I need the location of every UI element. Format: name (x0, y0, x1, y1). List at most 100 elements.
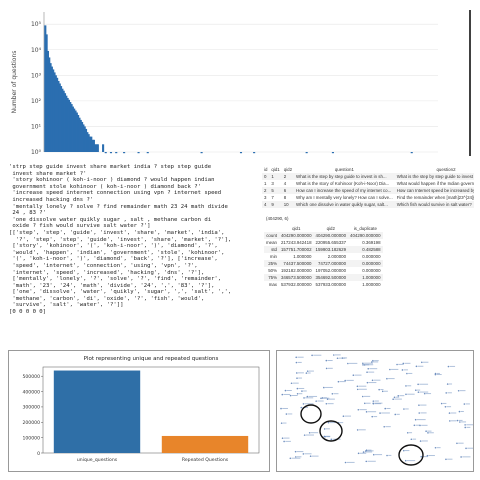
code-line: ['story', 'kohinoor', '(', 'koh-i-noor',… (9, 243, 218, 250)
scatter-point-label (317, 400, 324, 402)
scatter-point-label (374, 400, 379, 402)
table-cell: 1 (269, 173, 282, 180)
scatter-point (365, 411, 368, 413)
scatter-point (341, 357, 344, 359)
scatter-point (403, 408, 405, 410)
scatter-point-label (323, 397, 327, 399)
table-cell: 74437.500000 (278, 260, 314, 267)
table-cell: 25% (264, 260, 279, 267)
table-cell: 3 (271, 181, 274, 186)
table-cell: 537932.000000 (280, 282, 312, 287)
scatter-point-label (381, 412, 390, 414)
table-cell: 0.000000 (348, 260, 383, 267)
histogram-bar (115, 152, 118, 154)
histogram-bar (84, 128, 88, 152)
table-cell: 9 (269, 201, 282, 208)
scatter-point-label (327, 360, 333, 362)
histogram-bar (62, 90, 65, 152)
scatter-point-label (380, 389, 384, 391)
scatter-point-label (460, 410, 464, 412)
scatter-point (325, 359, 328, 362)
histogram-bar (91, 139, 94, 152)
scatter-point (371, 379, 374, 382)
histogram-bar (60, 86, 63, 152)
scatter-point (444, 405, 447, 408)
scatter-point-label (291, 394, 298, 396)
scatter-point-label (447, 458, 453, 460)
scatter-point-label (310, 432, 319, 434)
histogram-bar (123, 152, 126, 154)
scatter-point-label (403, 369, 408, 371)
scatter-point (371, 361, 373, 363)
table-row: 25% 74437.500000 74727.000000 0.000000 (264, 260, 383, 267)
scatter-point (394, 413, 397, 416)
histogram-bar (239, 152, 243, 154)
scatter-point-label (333, 393, 339, 395)
table-cell: 220955.655337 (315, 240, 347, 245)
scatter-point (389, 368, 391, 371)
histogram-bar (67, 99, 71, 152)
scatter-point (296, 392, 299, 395)
scatter-point-label (334, 354, 341, 356)
scatter-point (342, 415, 345, 418)
scatter-point-label (369, 368, 378, 370)
code-line: 'story kohinoor ( koh-i-noor ) diamond ?… (9, 177, 215, 184)
code-line: ['mentally', 'lonely', '?', 'solve', '?'… (9, 276, 222, 283)
code-line: oxide ? fish would survive salt water ?'… (9, 223, 151, 230)
scatter-point (449, 420, 451, 422)
unique-repeated-bar-chart: Plot representing unique and repeated qu… (22, 356, 260, 463)
table-cell: How can Internet speed be increased by h… (394, 187, 474, 194)
scatter-point-label (346, 461, 355, 463)
histogram-bar (95, 144, 98, 152)
scatter-point-label (388, 454, 392, 456)
scatter-point (413, 424, 416, 427)
scatter-point (423, 392, 426, 395)
table-row: 1 3 4 What is the story of Kohinoor (Koh-i-… (262, 180, 474, 187)
scatter-point-label (325, 428, 330, 430)
scatter-point-label (429, 432, 434, 434)
scatter-point (393, 396, 396, 399)
table-cell: 2 (281, 173, 295, 180)
histogram-bar (45, 34, 48, 152)
scatter-point-label (358, 385, 367, 387)
code-line: 'increase speed internet connection usin… (9, 190, 222, 197)
scatter-point (464, 426, 467, 429)
scatter-point (371, 415, 374, 418)
scatter-point (419, 440, 422, 442)
table-header-row: qid1 qid2 is_duplicate (264, 225, 383, 232)
table-cell: 0.369198 (362, 240, 381, 245)
scatter-point-label (388, 378, 395, 380)
histogram-bar (109, 152, 113, 154)
scatter-point-label (305, 397, 314, 399)
histogram-bar (104, 152, 107, 154)
histogram-bar (69, 102, 72, 152)
scatter-point (295, 456, 297, 458)
scatter-point (372, 359, 374, 362)
scatter-point (285, 413, 288, 415)
table-row: count 404290.000000 404290.000000 404290.00… (264, 232, 383, 239)
scatter-point-label (449, 365, 456, 367)
scatter-point (326, 398, 329, 401)
code-output-panel: 'strp step guide invest share market ind… (6, 162, 260, 344)
scatter-point-label (417, 365, 424, 367)
scatter-point-label (308, 370, 314, 372)
table-cell: 537933.000000 (315, 282, 347, 287)
scatter-point (336, 357, 339, 360)
scatter-point (311, 354, 313, 357)
scatter-point-label (344, 415, 352, 417)
y-tick-label: 200000 (22, 420, 40, 426)
table-cell: 7 (271, 195, 274, 200)
scatter-point-label (442, 402, 447, 404)
scatter-point-label (366, 402, 371, 404)
scatter-point (300, 406, 303, 409)
scatter-point (465, 447, 467, 450)
scatter-point-label (373, 361, 379, 363)
scatter-point-label (466, 426, 471, 428)
scatter-point-label (328, 398, 335, 400)
scatter-point (367, 367, 370, 370)
scatter-point (402, 362, 405, 365)
scatter-point (447, 365, 450, 368)
histogram-bar (78, 117, 81, 152)
table-cell: min (269, 254, 277, 259)
scatter-point-label (419, 383, 429, 385)
